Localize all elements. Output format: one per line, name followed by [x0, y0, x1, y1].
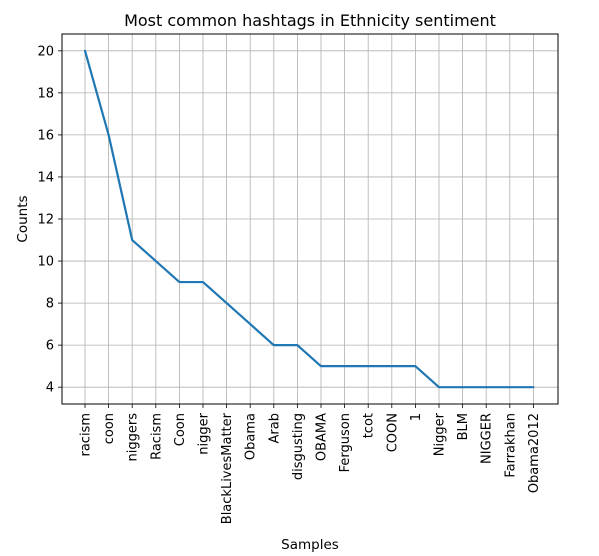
x-tick-label: disgusting [291, 413, 306, 480]
x-tick-label: OBAMA [315, 413, 330, 461]
y-axis: 4 6 8 10 12 14 16 18 20 [37, 44, 62, 396]
series-line [83, 49, 535, 389]
x-tick-label: niggers [126, 413, 141, 462]
chart-title: Most common hashtags in Ethnicity sentim… [124, 11, 496, 30]
y-tick-label: 6 [46, 339, 54, 354]
x-tick-label: Obama2012 [527, 413, 542, 493]
x-axis: racism coon niggers Racism Coon nigger BlackLi… [79, 404, 542, 524]
x-tick-label: Coon [173, 413, 188, 446]
x-tick-label: Nigger [433, 412, 448, 456]
x-tick-label: BLM [456, 413, 471, 440]
y-tick-label: 8 [46, 297, 54, 312]
x-axis-title: Samples [281, 537, 339, 553]
x-tick-label: COON [385, 413, 400, 452]
y-tick-label: 20 [37, 44, 54, 59]
grid-lines [62, 34, 558, 404]
y-tick-label: 14 [37, 170, 54, 185]
x-tick-label: Obama [244, 413, 259, 460]
x-tick-label: Racism [149, 413, 164, 460]
y-tick-label: 10 [37, 255, 54, 270]
x-tick-label: Farrakhan [503, 413, 518, 478]
y-tick-label: 18 [37, 86, 54, 101]
y-tick-label: 16 [37, 128, 54, 143]
x-tick-label: tcot [362, 413, 377, 438]
x-tick-label: nigger [197, 412, 212, 454]
x-tick-label: coon [102, 413, 117, 444]
x-tick-label: NIGGER [480, 413, 495, 464]
x-tick-label: BlackLivesMatter [220, 412, 235, 524]
y-tick-label: 4 [46, 381, 54, 396]
x-tick-label: racism [79, 413, 94, 457]
x-tick-label: 1 [409, 413, 424, 421]
y-axis-title: Counts [15, 195, 31, 242]
x-tick-label: Arab [267, 413, 282, 443]
y-tick-label: 12 [37, 213, 54, 228]
x-tick-label: Ferguson [338, 413, 353, 472]
